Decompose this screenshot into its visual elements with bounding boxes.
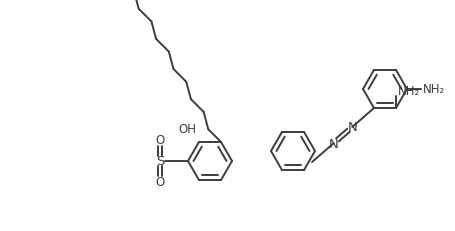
Text: N: N bbox=[348, 121, 357, 134]
Text: NH₂: NH₂ bbox=[398, 84, 420, 97]
Text: N: N bbox=[329, 137, 339, 150]
Text: NH₂: NH₂ bbox=[423, 83, 445, 96]
Text: O: O bbox=[155, 176, 165, 189]
Text: OH: OH bbox=[178, 123, 196, 136]
Text: S: S bbox=[156, 155, 164, 168]
Text: O: O bbox=[155, 134, 165, 147]
